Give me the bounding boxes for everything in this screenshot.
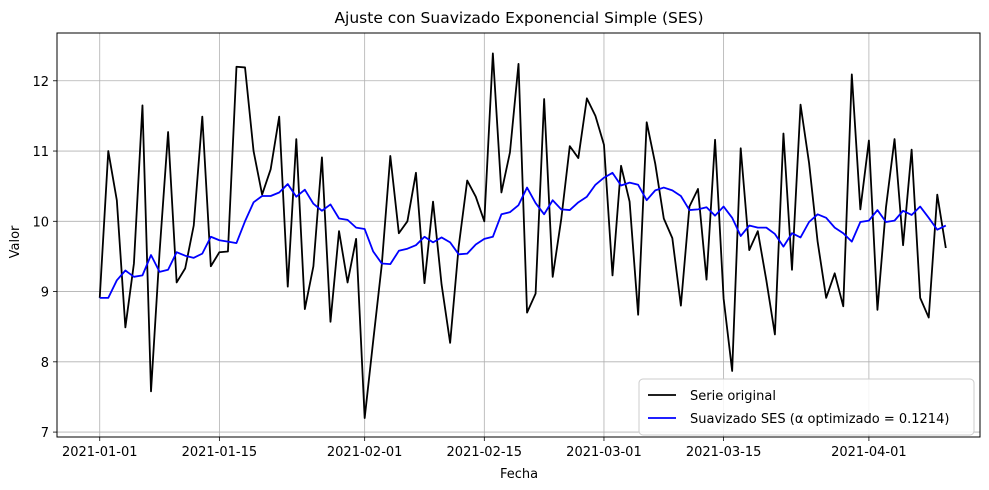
x-axis-label: Fecha xyxy=(500,467,538,482)
x-tick-label: 2021-01-15 xyxy=(182,445,258,460)
y-tick-label: 12 xyxy=(32,75,49,90)
legend-label-serie-original: Serie original xyxy=(690,389,776,404)
x-tick-label: 2021-02-01 xyxy=(327,445,403,460)
legend: Serie original Suavizado SES (α optimiza… xyxy=(638,378,975,436)
y-tick-label: 7 xyxy=(41,426,49,441)
plot-frame xyxy=(56,32,981,438)
plot-lines xyxy=(98,52,947,419)
grid xyxy=(57,33,980,437)
x-tick-label: 2021-03-15 xyxy=(686,445,762,460)
series-line-suavizado-ses xyxy=(99,171,947,299)
y-tick-label: 11 xyxy=(32,145,49,160)
chart-title: Ajuste con Suavizado Exponencial Simple … xyxy=(334,9,703,27)
y-tick-label: 10 xyxy=(32,215,49,230)
legend-box xyxy=(638,378,975,436)
y-axis: 7 8 9 10 11 12 xyxy=(32,75,57,441)
y-tick-label: 8 xyxy=(41,356,49,371)
series-line-serie-original xyxy=(98,52,947,419)
y-tick-label: 9 xyxy=(41,286,49,301)
x-tick-label: 2021-02-15 xyxy=(447,445,523,460)
y-axis-label: Valor xyxy=(8,225,23,258)
x-tick-label: 2021-01-01 xyxy=(62,445,138,460)
x-tick-label: 2021-04-01 xyxy=(831,445,907,460)
x-axis: 2021-01-01 2021-01-15 2021-02-01 2021-02-15… xyxy=(62,437,907,460)
x-tick-label: 2021-03-01 xyxy=(566,445,642,460)
legend-label-suavizado-ses: Suavizado SES (α optimizado = 0.1214) xyxy=(690,412,949,427)
